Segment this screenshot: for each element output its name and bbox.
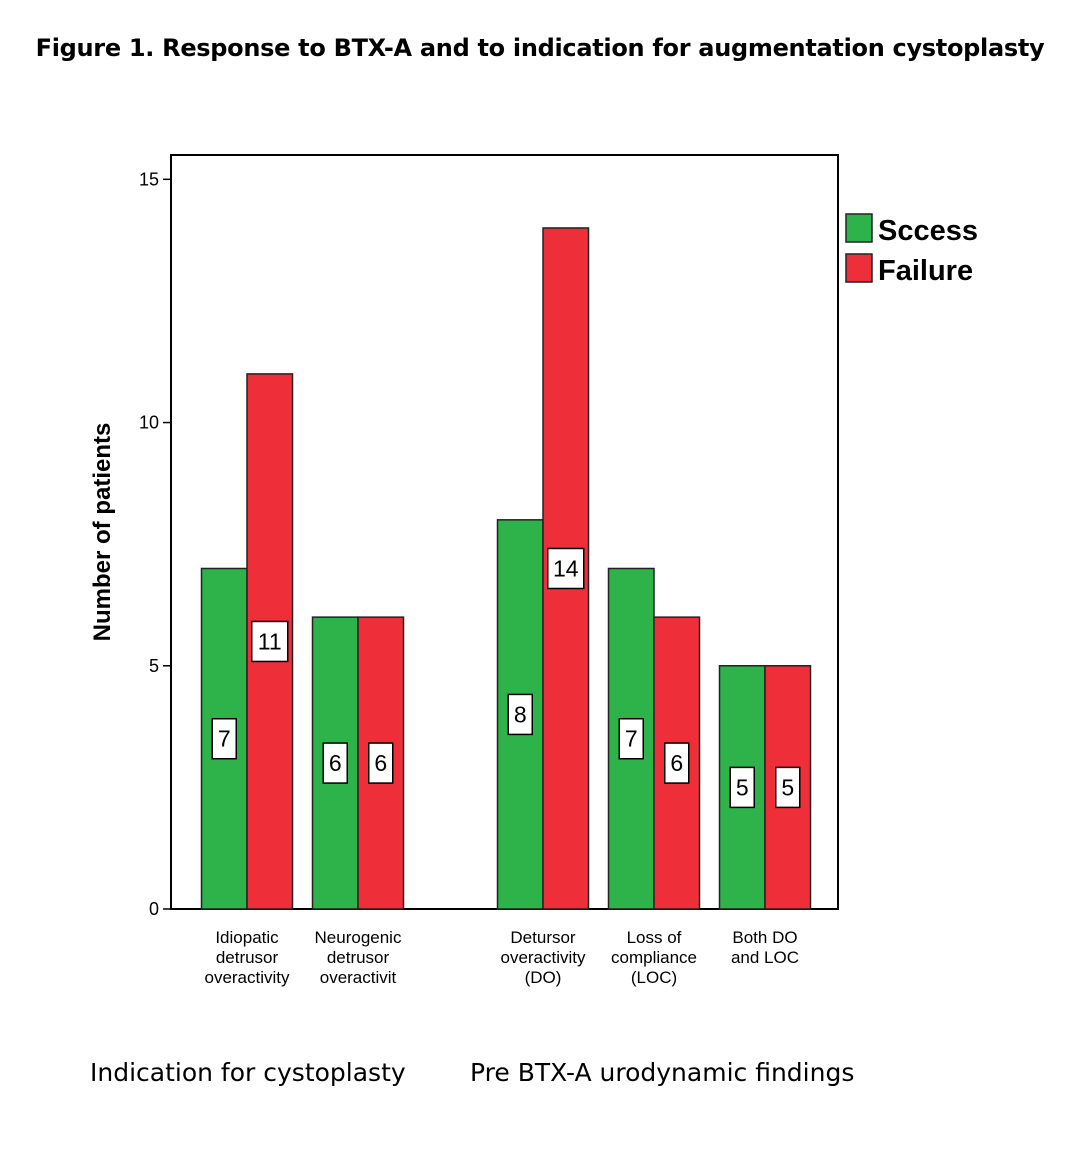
y-tick-label-15: 15: [139, 169, 159, 189]
data-label-sccess-3: 7: [625, 726, 638, 752]
data-label-sccess-1: 6: [329, 750, 342, 776]
data-label-box-failure-3: [664, 742, 690, 784]
data-label-failure-2: 14: [553, 555, 579, 581]
bar-failure-3: [653, 616, 701, 910]
data-label-box-failure-4: [775, 766, 801, 809]
data-label-box-sccess-4: [729, 766, 755, 809]
category-label-3: Loss of compliance (LOC): [611, 928, 697, 987]
data-label-failure-3: 6: [670, 750, 683, 776]
category-label-4: Both DO and LOC: [731, 928, 799, 967]
data-label-box-sccess-0: [211, 717, 237, 760]
data-label-box-sccess-3: [618, 717, 644, 760]
y-axis-label: Number of patients: [89, 423, 116, 642]
data-label-failure-0: 11: [258, 628, 282, 654]
data-label-sccess-2: 8: [514, 701, 527, 727]
figure-title: Figure 1. Response to BTX-A and to indic…: [35, 34, 1045, 62]
y-tick-label-0: 0: [149, 899, 159, 919]
data-label-failure-4: 5: [781, 774, 794, 800]
data-label-box-failure-2: [547, 547, 585, 590]
data-label-sccess-4: 5: [736, 774, 749, 800]
legend-swatch-sccess: [845, 213, 873, 243]
legend-label-failure: Failure: [878, 255, 973, 287]
category-label-2: Detursor overactivity (DO): [500, 928, 586, 987]
legend-label-sccess: Sccess: [878, 215, 978, 247]
legend-swatch-failure: [845, 253, 873, 283]
category-label-0: Idiopatic detrusor overactivity: [204, 928, 290, 987]
data-label-box-failure-1: [368, 742, 394, 784]
y-tick-label-5: 5: [149, 656, 159, 676]
data-label-failure-1: 6: [374, 750, 387, 776]
data-label-sccess-0: 7: [218, 726, 231, 752]
group-caption-urodynamic: Pre BTX-A urodynamic findings: [470, 1058, 855, 1087]
group-caption-indication: Indication for cystoplasty: [90, 1058, 406, 1087]
category-label-1: Neurogenic detrusor overactivit: [315, 928, 402, 987]
data-label-box-sccess-1: [322, 742, 348, 784]
data-label-box-sccess-2: [507, 693, 533, 736]
y-tick-label-10: 10: [139, 413, 159, 433]
data-label-box-failure-0: [251, 620, 289, 663]
